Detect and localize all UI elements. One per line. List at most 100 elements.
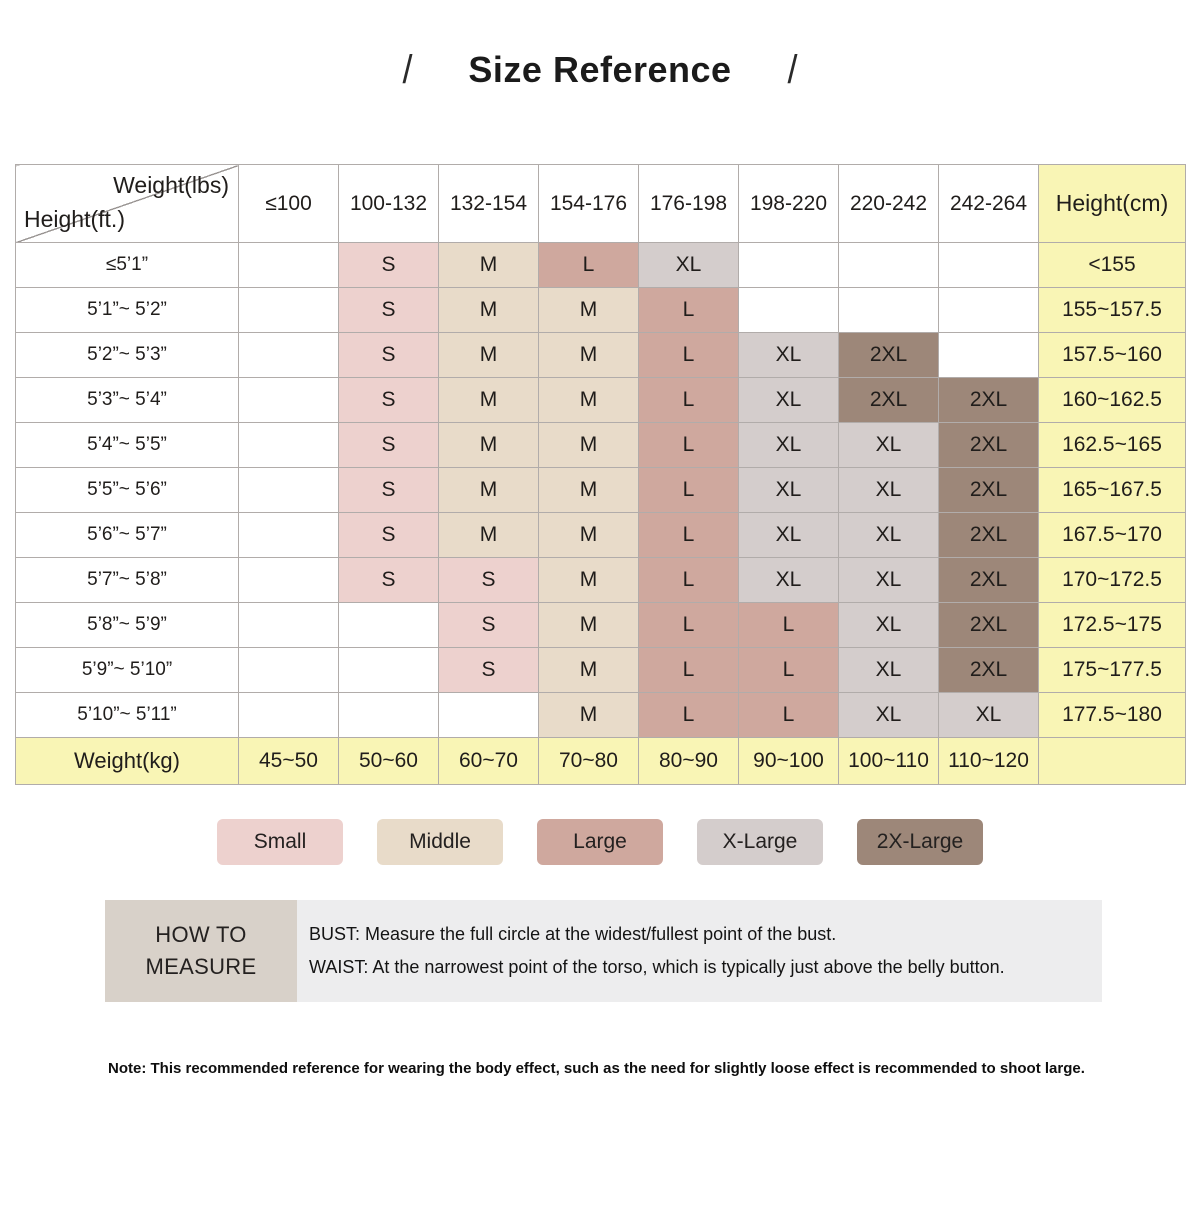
size-cell: XL [838,602,939,648]
weight-lbs-header: 220-242 [838,164,939,243]
size-cell: S [338,377,439,423]
height-cm-cell: 177.5~180 [1038,692,1186,738]
corner-header-cell: Weight(lbs) Height(ft.) [15,164,239,243]
size-cell: S [338,512,439,558]
height-ft-cell: 5’1”~ 5’2” [15,287,239,333]
size-cell: M [538,422,639,468]
height-ft-cell: 5’10”~ 5’11” [15,692,239,738]
size-cell: L [738,647,839,693]
size-cell: L [738,692,839,738]
size-cell: 2XL [938,602,1039,648]
table-row: 5’2”~ 5’3” S M M L XL 2XL 157.5~160 [15,332,1186,378]
weight-lbs-header: 154-176 [538,164,639,243]
size-table: Weight(lbs) Height(ft.) ≤100 100-132 132… [15,164,1186,785]
table-row: 5’4”~ 5’5” S M M L XL XL 2XL 162.5~165 [15,422,1186,468]
title-slash-left-icon: / [402,47,413,92]
size-cell: M [538,602,639,648]
weight-kg-value-cell: 70~80 [538,737,639,785]
weight-lbs-header: 132-154 [438,164,539,243]
legend-swatch-small: Small [217,819,343,865]
size-cell: L [738,602,839,648]
height-ft-cell: 5’2”~ 5’3” [15,332,239,378]
size-cell [238,647,339,693]
size-cell [238,332,339,378]
size-cell [838,242,939,288]
how-to-measure-section: HOW TO MEASURE BUST: Measure the full ci… [105,900,1102,1002]
size-cell: M [538,512,639,558]
size-cell: 2XL [938,377,1039,423]
size-table-footer: Weight(kg) 45~50 50~60 60~70 70~80 80~90 90~10… [15,737,1186,785]
legend-swatch-xlarge: X-Large [697,819,823,865]
size-cell: S [338,287,439,333]
size-cell: XL [738,377,839,423]
weight-kg-label: Weight(kg) [15,737,239,785]
weight-kg-value-cell: 110~120 [938,737,1039,785]
height-cm-cell: 167.5~170 [1038,512,1186,558]
size-cell: M [538,692,639,738]
weight-lbs-header: 242-264 [938,164,1039,243]
size-cell: M [538,377,639,423]
height-cm-cell: 175~177.5 [1038,647,1186,693]
size-cell: M [538,287,639,333]
size-cell: S [338,557,439,603]
size-cell [738,287,839,333]
size-cell [338,692,439,738]
size-cell [938,332,1039,378]
size-cell [938,287,1039,333]
size-cell: 2XL [938,647,1039,693]
size-cell: XL [738,332,839,378]
size-cell: M [438,287,539,333]
size-cell: M [438,422,539,468]
size-cell: XL [838,692,939,738]
size-cell [238,242,339,288]
height-ft-cell: 5’4”~ 5’5” [15,422,239,468]
size-cell: 2XL [938,512,1039,558]
size-cell: S [438,647,539,693]
table-row: 5’3”~ 5’4” S M M L XL 2XL 2XL 160~162.5 [15,377,1186,423]
legend-swatch-large: Large [537,819,663,865]
size-cell: L [638,422,739,468]
size-cell: M [438,377,539,423]
size-cell: XL [738,557,839,603]
height-ft-cell: 5’8”~ 5’9” [15,602,239,648]
size-cell: M [538,647,639,693]
size-cell: M [538,467,639,513]
table-row: 5’5”~ 5’6” S M M L XL XL 2XL 165~167.5 [15,467,1186,513]
weight-lbs-header: ≤100 [238,164,339,243]
size-cell: XL [838,512,939,558]
size-cell: L [638,287,739,333]
how-to-measure-label: HOW TO MEASURE [105,900,297,1002]
size-cell [338,647,439,693]
size-cell: L [638,692,739,738]
size-cell: 2XL [938,467,1039,513]
weight-kg-empty-cell [1038,737,1186,785]
weight-kg-value-cell: 90~100 [738,737,839,785]
size-cell [238,602,339,648]
table-row: ≤5’1” S M L XL <155 [15,242,1186,288]
how-to-measure-text: BUST: Measure the full circle at the wid… [297,900,1102,1002]
size-cell: L [638,602,739,648]
size-cell: S [338,467,439,513]
table-row: 5’1”~ 5’2” S M M L 155~157.5 [15,287,1186,333]
table-row: 5’9”~ 5’10” S M L L XL 2XL 175~177.5 [15,647,1186,693]
weight-lbs-header: 198-220 [738,164,839,243]
size-cell: L [638,557,739,603]
weight-lbs-header: 176-198 [638,164,739,243]
page-title-text: Size Reference [468,49,732,90]
weight-kg-value-cell: 50~60 [338,737,439,785]
size-cell: S [338,242,439,288]
height-ft-cell: 5’5”~ 5’6” [15,467,239,513]
size-cell: M [538,332,639,378]
size-cell [238,692,339,738]
height-cm-cell: <155 [1038,242,1186,288]
legend-swatch-middle: Middle [377,819,503,865]
size-cell: 2XL [938,422,1039,468]
note-text: Note: This recommended reference for wea… [108,1060,1085,1077]
size-cell [238,467,339,513]
height-ft-corner-label: Height(ft.) [24,206,125,232]
size-cell [338,602,439,648]
weight-kg-value-cell: 45~50 [238,737,339,785]
height-cm-cell: 155~157.5 [1038,287,1186,333]
weight-kg-value-cell: 80~90 [638,737,739,785]
size-cell [838,287,939,333]
